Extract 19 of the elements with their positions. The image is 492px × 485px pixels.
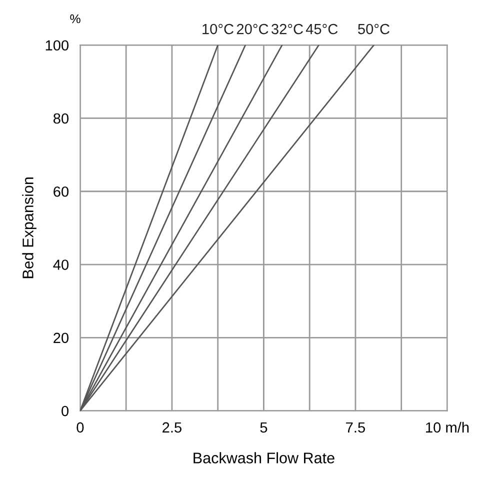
x-axis-title: Backwash Flow Rate [194, 452, 334, 464]
y-tick-label: 0 [62, 406, 69, 416]
series-label: 20°C [236, 24, 268, 34]
y-axis-title: Bed Expansion [22, 178, 36, 278]
y-tick-label: 40 [53, 260, 69, 270]
series-label: 32°C [272, 24, 303, 34]
y-tick-label: 100 [46, 40, 69, 51]
x-tick-label: 2.5 [162, 422, 182, 433]
x-tick-label: 7.5 [346, 422, 365, 433]
x-tick-label: 0 [76, 422, 84, 433]
x-tick-label: 5 [260, 422, 268, 433]
y-tick-label: 20 [54, 332, 69, 344]
series-label: 50°C [358, 24, 390, 34]
text: % [70, 14, 80, 24]
x-tick-label: 10 m/h [426, 422, 469, 433]
y-tick-label: 80 [54, 113, 69, 124]
series-label: 10°C [202, 24, 234, 34]
series-label: 45°C [306, 24, 338, 34]
y-tick-label: 60 [54, 186, 69, 197]
